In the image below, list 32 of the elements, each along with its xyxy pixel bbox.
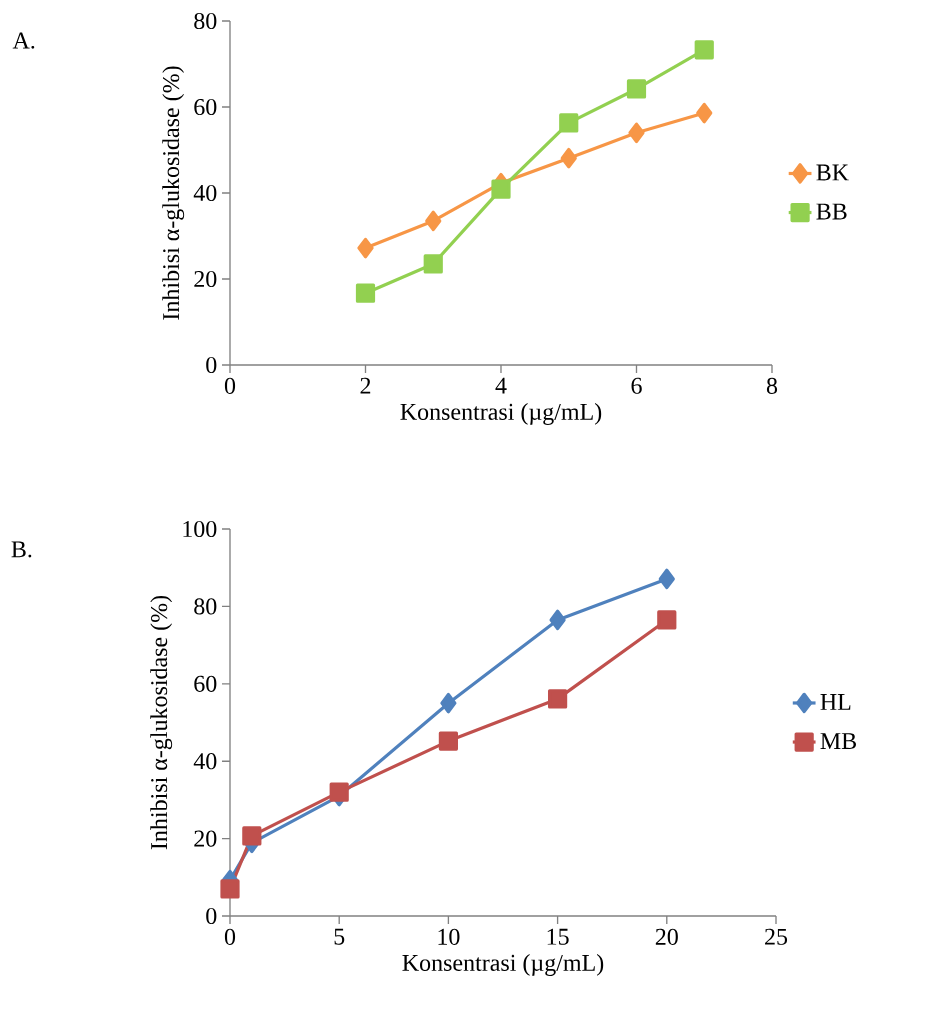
x-tick-label: 10 (438, 928, 460, 945)
y-tick-label: 40 (193, 184, 217, 202)
y-axis-title: Inhibisi α-glukosidase (%) (150, 595, 173, 850)
legend-label: BK (816, 164, 849, 181)
y-tick-label: 20 (194, 830, 217, 847)
x-tick-label: 8 (766, 377, 778, 394)
y-axis-title: Inhibisi α-glukosidase (%) (162, 66, 185, 320)
legend-label: MB (820, 733, 856, 749)
x-tick-label: 4 (495, 377, 507, 394)
x-tick-label: 0 (224, 928, 236, 945)
y-tick-label: 20 (194, 270, 217, 288)
x-tick-label: 0 (224, 377, 236, 394)
x-tick-label: 25 (765, 928, 788, 945)
y-tick-label: 100 (183, 520, 217, 538)
y-tick-label: 60 (194, 98, 217, 116)
x-tick-label: 5 (334, 928, 345, 945)
legend-label: BB (816, 203, 847, 220)
text: B. (11, 541, 32, 558)
y-tick-label: 40 (193, 753, 217, 770)
y-tick-label: 0 (206, 907, 217, 925)
x-tick-label: 15 (547, 928, 569, 945)
x-axis-title: Konsentrasi (µg/mL) (400, 403, 602, 425)
legend-label: HL (820, 694, 851, 710)
x-tick-label: 2 (360, 377, 371, 394)
x-tick-label: 6 (631, 377, 642, 394)
y-tick-label: 0 (206, 356, 217, 374)
y-tick-label: 80 (194, 598, 217, 615)
x-tick-label: 20 (655, 928, 678, 945)
x-axis-title: Konsentrasi (µg/mL) (402, 954, 604, 976)
text: A. (12, 32, 35, 49)
y-tick-label: 80 (194, 12, 217, 30)
y-tick-label: 60 (194, 675, 217, 692)
